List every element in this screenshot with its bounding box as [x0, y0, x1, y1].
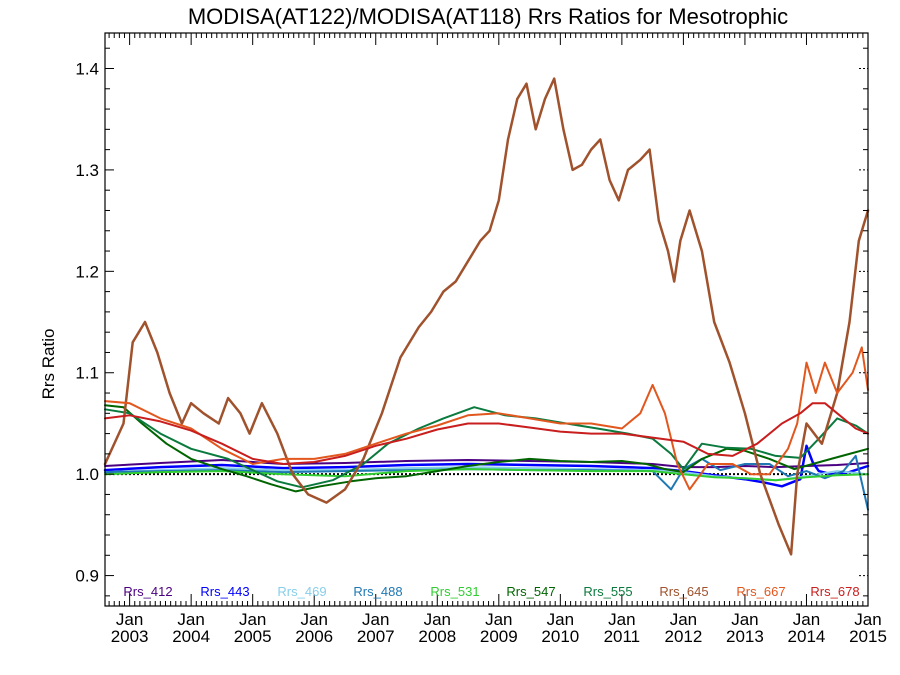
x-tick-label-month: Jan [731, 610, 758, 629]
x-tick-label-month: Jan [177, 610, 204, 629]
x-tick-label-month: Jan [116, 610, 143, 629]
legend-entry-rrs_678: Rrs_678 [810, 584, 859, 599]
legend-entry-rrs_488: Rrs_488 [353, 584, 402, 599]
legend-entry-rrs_547: Rrs_547 [506, 584, 555, 599]
x-tick-label-year: 2013 [726, 627, 764, 646]
x-tick-label-year: 2012 [664, 627, 702, 646]
x-tick-label-month: Jan [793, 610, 820, 629]
plot-area: 0.91.01.11.21.31.4Jan2003Jan2004Jan2005J… [75, 32, 887, 646]
y-tick-label: 1.3 [75, 161, 99, 180]
x-tick-label-month: Jan [670, 610, 697, 629]
x-tick-label-month: Jan [424, 610, 451, 629]
series-group [103, 77, 870, 556]
legend-entry-rrs_667: Rrs_667 [736, 584, 785, 599]
plot-frame [104, 32, 869, 607]
series-line-rrs_488 [104, 454, 869, 511]
series-line-rrs_531 [104, 468, 869, 482]
x-tick-label-year: 2011 [604, 627, 641, 646]
x-tick-label-year: 2010 [541, 627, 579, 646]
x-tick-label-month: Jan [362, 610, 389, 629]
x-tick-label-year: 2006 [295, 627, 333, 646]
x-tick-label-month: Jan [300, 610, 327, 629]
legend-entry-rrs_443: Rrs_443 [200, 584, 249, 599]
legend-entry-rrs_412: Rrs_412 [123, 584, 172, 599]
legend-entry-rrs_531: Rrs_531 [430, 584, 479, 599]
x-tick-label-year: 2008 [418, 627, 456, 646]
x-tick-label-year: 2014 [788, 627, 826, 646]
y-tick-label: 0.9 [75, 567, 99, 586]
legend-entry-rrs_645: Rrs_645 [659, 584, 708, 599]
x-tick-label-month: Jan [239, 610, 266, 629]
y-tick-label: 1.4 [75, 59, 99, 78]
series-line-rrs_667 [104, 346, 869, 491]
x-tick-label-year: 2009 [480, 627, 518, 646]
x-tick-label-year: 2003 [111, 627, 149, 646]
legend-entry-rrs_555: Rrs_555 [583, 584, 632, 599]
x-tick-label-month: Jan [608, 610, 635, 629]
x-tick-label-year: 2005 [234, 627, 272, 646]
legend-entry-rrs_469: Rrs_469 [277, 584, 326, 599]
y-tick-label: 1.0 [75, 465, 99, 484]
x-tick-label-year: 2015 [849, 627, 887, 646]
series-line-rrs_678 [104, 402, 869, 465]
y-tick-label: 1.2 [75, 262, 99, 281]
x-tick-label-month: Jan [485, 610, 512, 629]
x-tick-label-month: Jan [854, 610, 881, 629]
y-axis-label: Rrs Ratio [39, 329, 58, 400]
y-tick-label: 1.1 [75, 364, 99, 383]
x-tick-label-year: 2007 [357, 627, 395, 646]
x-tick-label-month: Jan [547, 610, 574, 629]
series-line-rrs_645 [103, 77, 870, 556]
series-line-rrs_547 [104, 404, 869, 493]
x-tick-label-year: 2004 [172, 627, 210, 646]
chart-title: MODISA(AT122)/MODISA(AT118) Rrs Ratios f… [188, 4, 788, 29]
